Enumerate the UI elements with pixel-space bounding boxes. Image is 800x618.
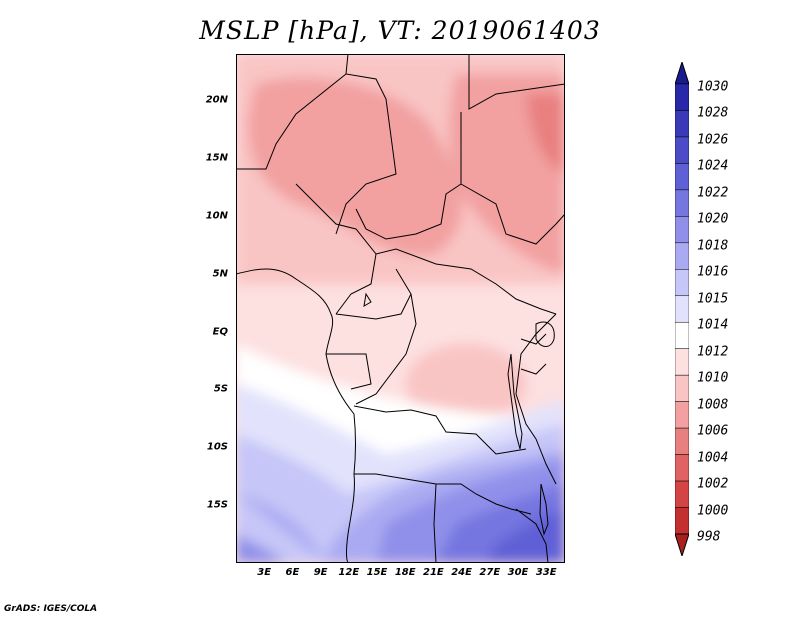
lakes bbox=[363, 292, 555, 536]
car-border bbox=[375, 248, 557, 315]
lon-tick-label: 15E bbox=[366, 567, 388, 578]
field-1006-east bbox=[526, 94, 565, 174]
lake-malawi bbox=[539, 483, 549, 536]
colorbar-segment bbox=[675, 83, 689, 111]
colorbar-segment bbox=[675, 110, 689, 138]
lon-tick-label: 27E bbox=[479, 567, 501, 578]
colorbar-segment bbox=[675, 269, 689, 297]
libya-egypt-border bbox=[468, 54, 565, 110]
nigeria-cameroon-border bbox=[295, 183, 377, 315]
colorbar-segment bbox=[675, 321, 689, 349]
lake-tanganyika bbox=[507, 353, 523, 450]
colorbar-label: 1012 bbox=[697, 344, 729, 360]
lat-tick-label: 15S bbox=[206, 499, 228, 511]
colorbar-label: 1015 bbox=[697, 291, 729, 307]
colorbar-segment bbox=[675, 348, 689, 376]
congo-border bbox=[355, 293, 417, 405]
lat-tick-label: 10S bbox=[206, 441, 228, 453]
lon-tick-label: 12E bbox=[338, 567, 360, 578]
lat-tick-label: 10N bbox=[205, 210, 228, 222]
lat-tick-label: 15N bbox=[205, 152, 228, 164]
lon-tick-label: 33E bbox=[535, 567, 557, 578]
colorbar-segment bbox=[675, 401, 689, 429]
lat-tick-label: EQ bbox=[212, 326, 228, 338]
colorbar-label: 1014 bbox=[697, 317, 729, 333]
lake-victoria bbox=[535, 321, 555, 347]
field-1020-southwest bbox=[236, 534, 286, 563]
colorbar-label: 1010 bbox=[697, 370, 729, 386]
colorbar-top-arrow bbox=[675, 62, 689, 85]
colorbar-label: 1020 bbox=[697, 211, 729, 227]
lon-tick-label: 6E bbox=[285, 567, 300, 578]
colorbar-label: 1004 bbox=[697, 450, 729, 466]
lat-tick-label: 20N bbox=[205, 94, 228, 106]
gabon-congo-border bbox=[326, 268, 412, 390]
colorbar bbox=[675, 62, 689, 556]
lon-tick-label: 21E bbox=[423, 567, 444, 578]
colorbar-label: 1028 bbox=[697, 105, 729, 121]
colorbar-segment bbox=[675, 216, 689, 244]
colorbar-label: 1018 bbox=[697, 238, 729, 254]
lon-tick-label: 18E bbox=[394, 567, 416, 578]
lat-tick-label: 5S bbox=[213, 383, 228, 395]
colorbar-label: 1008 bbox=[697, 397, 729, 413]
colorbar-segment bbox=[675, 454, 689, 482]
field-1024 bbox=[486, 509, 565, 563]
zambia-border bbox=[433, 483, 549, 563]
map-panel bbox=[236, 54, 565, 563]
angola-drc-border bbox=[353, 405, 527, 455]
lon-tick-label: 24E bbox=[451, 567, 472, 578]
colorbar-label: 1016 bbox=[697, 264, 729, 280]
sudan-border bbox=[460, 183, 565, 245]
bioko-island bbox=[363, 292, 372, 307]
colorbar-label: 1006 bbox=[697, 423, 729, 439]
angola-south-border bbox=[354, 473, 532, 515]
sahara-borders bbox=[236, 54, 397, 235]
colorbar-segment bbox=[675, 163, 689, 191]
lakes-region-border bbox=[520, 333, 547, 375]
colorbar-segment bbox=[675, 480, 689, 508]
colorbar-segment bbox=[675, 136, 689, 164]
field-1010-congo bbox=[406, 344, 526, 424]
pressure-map bbox=[236, 54, 565, 563]
colorbar-segment bbox=[675, 189, 689, 217]
colorbar-segment bbox=[675, 295, 689, 323]
colorbar-label: 1002 bbox=[697, 476, 729, 492]
colorbar-label: 1026 bbox=[697, 132, 729, 148]
colorbar-label: 998 bbox=[697, 529, 721, 545]
west-coastline bbox=[236, 268, 356, 563]
colorbar-bottom-arrow bbox=[675, 533, 689, 556]
colorbar-segment bbox=[675, 374, 689, 402]
colorbar-label: 1022 bbox=[697, 185, 729, 201]
lon-tick-label: 3E bbox=[257, 567, 272, 578]
grads-credit: GrADS: IGES/COLA bbox=[4, 604, 98, 614]
drc-east-border bbox=[515, 313, 557, 485]
colorbar-segment bbox=[675, 507, 689, 535]
colorbar-label: 1000 bbox=[697, 503, 729, 519]
colorbar-label: 1030 bbox=[697, 79, 729, 95]
lon-tick-label: 30E bbox=[507, 567, 529, 578]
chad-border bbox=[355, 112, 462, 240]
colorbar-segment bbox=[675, 242, 689, 270]
country-borders bbox=[236, 54, 565, 563]
lon-tick-label: 9E bbox=[313, 567, 328, 578]
field-1008-sahel bbox=[248, 77, 463, 256]
map-frame bbox=[236, 54, 565, 563]
map-title: MSLP [hPa], VT: 2019061403 bbox=[199, 16, 601, 45]
colorbar-segment bbox=[675, 427, 689, 455]
colorbar-label: 1024 bbox=[697, 158, 729, 174]
lat-tick-label: 5N bbox=[212, 268, 228, 280]
